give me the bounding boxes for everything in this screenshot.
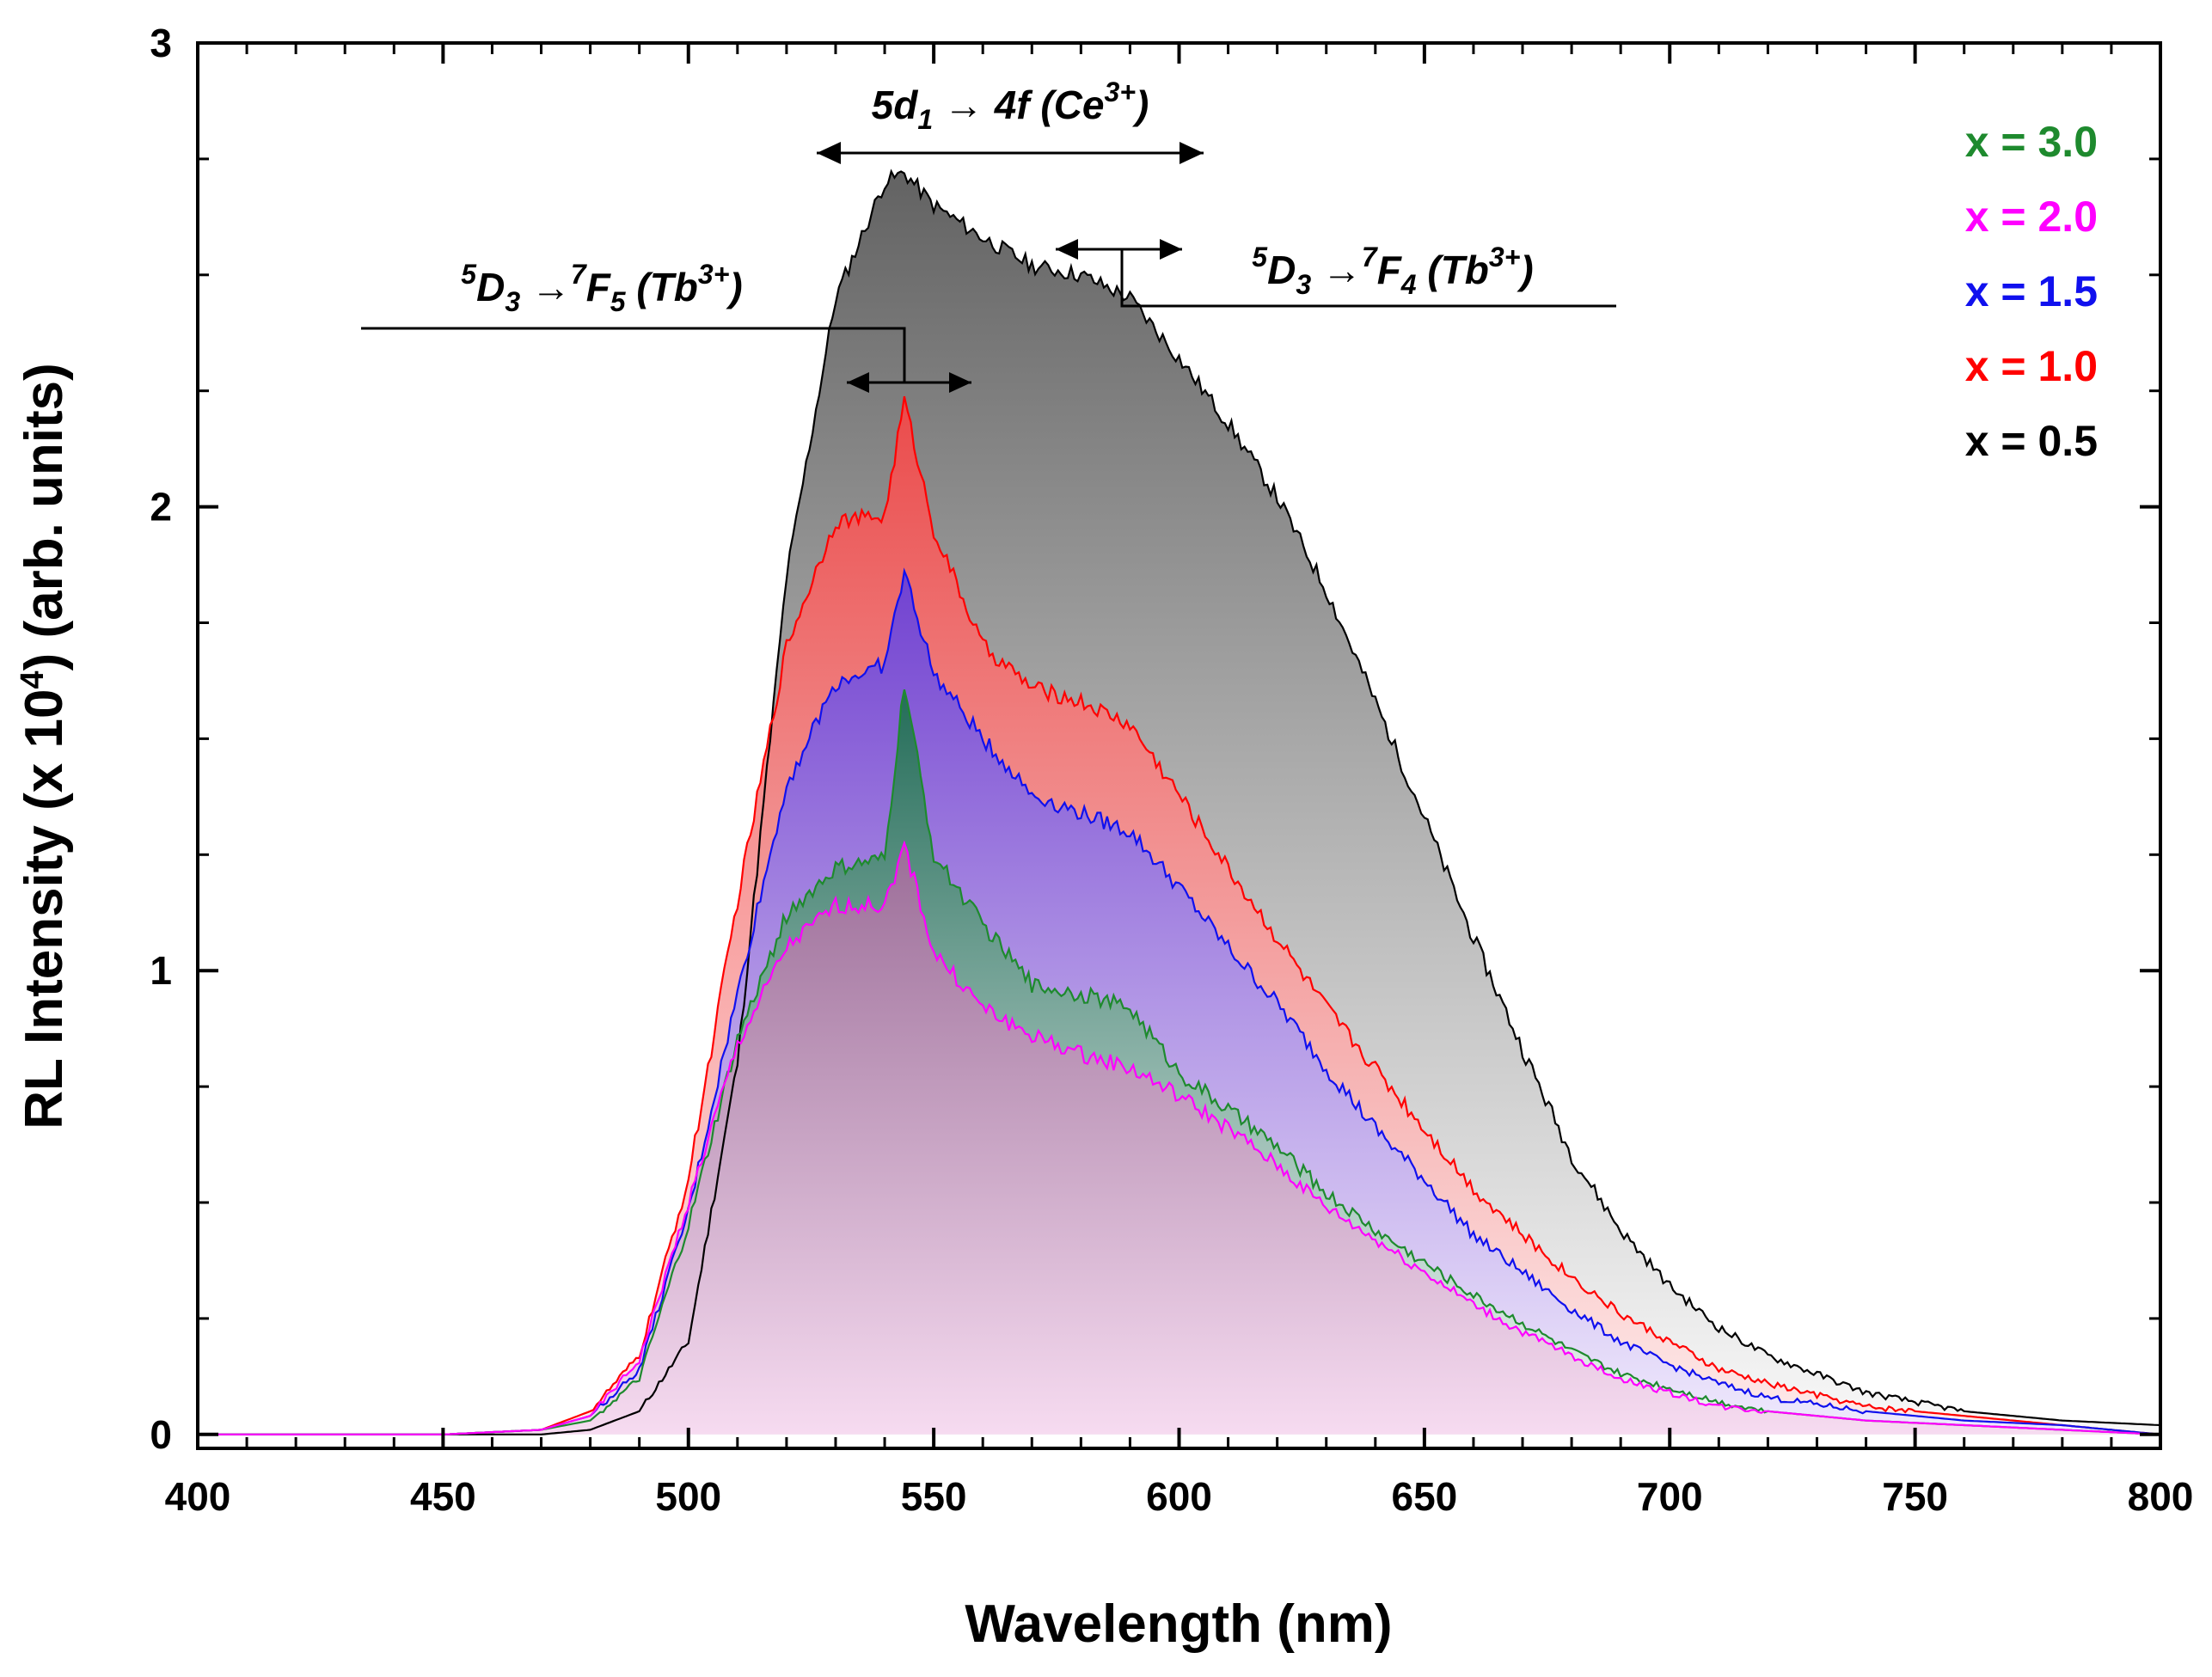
x-tick-label: 700 [1637, 1474, 1703, 1519]
x-tick-label: 400 [165, 1474, 231, 1519]
annotation-ce: 5d1 → 4f (Ce3+) [817, 77, 1204, 164]
x-tick-label: 500 [655, 1474, 721, 1519]
annotation-ce-label: 5d1 → 4f (Ce3+) [872, 77, 1149, 135]
annotation-tb-f5-label: 5D3 →7F5 (Tb3+) [461, 259, 742, 317]
annotation-tb-f4-label: 5D3 →7F4 (Tb3+) [1252, 242, 1533, 300]
y-tick-label: 0 [150, 1412, 172, 1457]
line-series-05 [198, 168, 2161, 1435]
tick-labels: 400 450 500 550 600 650 700 750 800 0 1 2 3 [150, 21, 2193, 1519]
annotation-tb-f4-arrowhead-right [1160, 239, 1182, 260]
y-tick-label: 2 [150, 485, 172, 529]
annotation-tb-f5: 5D3 →7F5 (Tb3+) [361, 259, 971, 393]
y-axis-title: RL Intensity (x 104) (arb. units) [15, 363, 74, 1129]
annotation-tb-f5-leader [361, 327, 906, 383]
legend-entry-30: x = 3.0 [1965, 118, 2098, 166]
x-tick-label: 800 [2128, 1474, 2194, 1519]
annotation-ce-arrowhead-left [817, 142, 841, 164]
x-tick-label: 750 [1882, 1474, 1948, 1519]
legend: x = 3.0 x = 2.0 x = 1.5 x = 1.0 x = 0.5 [1965, 118, 2098, 465]
annotation-tb-f4: 5D3 →7F4 (Tb3+) [1056, 239, 1616, 308]
legend-entry-10: x = 1.0 [1965, 342, 2098, 390]
series-areas [198, 171, 2160, 1435]
y-tick-label: 1 [150, 948, 172, 993]
y-tick-label: 3 [150, 21, 172, 65]
x-tick-label: 650 [1392, 1474, 1458, 1519]
x-tick-label: 600 [1146, 1474, 1212, 1519]
legend-entry-05: x = 0.5 [1965, 417, 2098, 465]
annotation-tb-f4-arrowhead-left [1056, 239, 1078, 260]
series-lines [198, 168, 2161, 1435]
annotation-ce-arrowhead-right [1180, 142, 1204, 164]
legend-entry-15: x = 1.5 [1965, 267, 2098, 315]
annotation-tb-f5-arrowhead-left [847, 372, 869, 393]
x-axis-title: Wavelength (nm) [965, 1594, 1392, 1654]
line-series-20 [198, 840, 2161, 1435]
area-series-20 [198, 842, 2160, 1435]
legend-entry-20: x = 2.0 [1965, 193, 2098, 241]
annotation-tb-f4-leader [1120, 249, 1616, 308]
axis-ticks [196, 41, 2162, 1448]
x-tick-label: 450 [410, 1474, 476, 1519]
x-tick-label: 550 [901, 1474, 967, 1519]
annotation-tb-f5-arrowhead-right [949, 372, 971, 393]
